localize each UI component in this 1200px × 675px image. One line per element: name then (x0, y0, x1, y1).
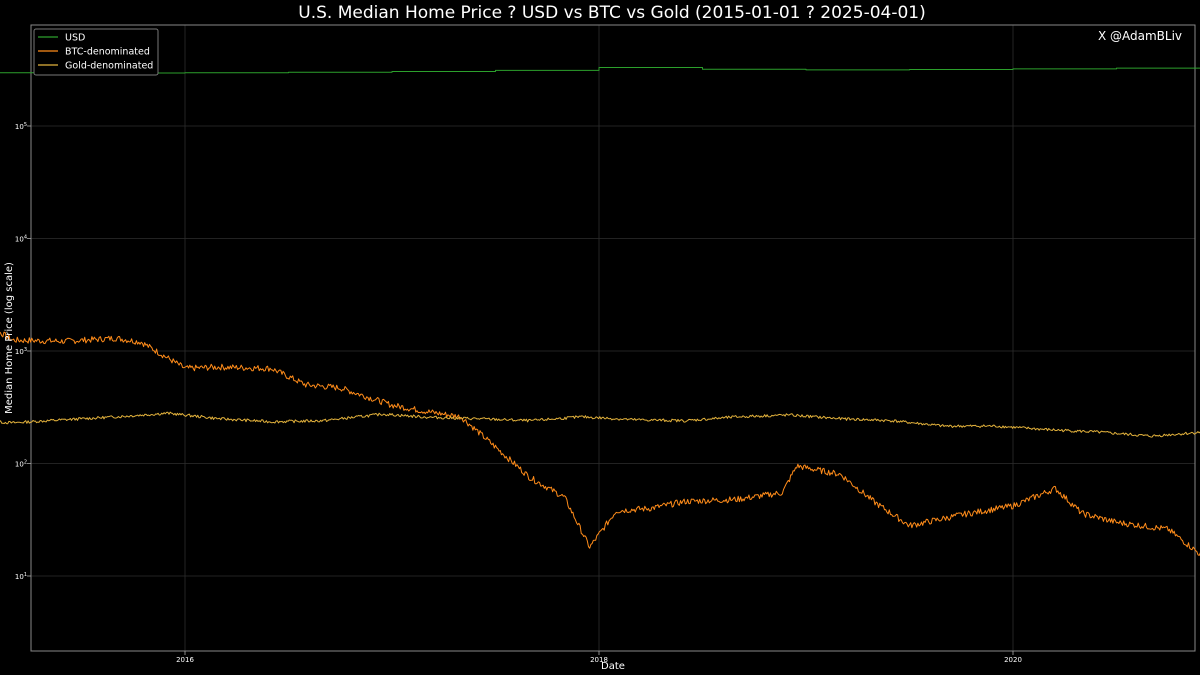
series-layer (0, 67, 1200, 556)
axis-ticks: 20162018202020222024101102103104105 (15, 122, 1022, 664)
legend-label-usd: USD (65, 33, 85, 44)
x-tick-label: 2020 (1004, 656, 1022, 664)
grid (31, 25, 1195, 651)
series-line-btc-denominated (0, 331, 1200, 556)
y-tick-label: 104 (15, 235, 27, 244)
chart-title: U.S. Median Home Price ? USD vs BTC vs G… (298, 3, 925, 23)
y-tick-label: 103 (15, 347, 27, 356)
x-axis-label: Date (601, 661, 625, 672)
y-tick-label: 101 (15, 572, 27, 581)
plot-frame (30, 24, 1196, 652)
watermark: X @AdamBLiv (1098, 29, 1182, 43)
y-tick-label: 105 (15, 122, 27, 131)
series-line-gold-denominated (0, 411, 1200, 438)
series-line-usd (0, 67, 1200, 74)
y-tick-label: 102 (15, 460, 27, 469)
legend-label-btc-denominated: BTC-denominated (65, 47, 150, 58)
y-axis-label: Median Home Price (log scale) (4, 262, 15, 414)
legend-label-gold-denominated: Gold-denominated (65, 61, 153, 72)
x-tick-label: 2018 (590, 656, 608, 664)
x-tick-label: 2016 (176, 656, 194, 664)
legend-box (33, 28, 159, 76)
legend: USD BTC-denominated Gold-denominated (33, 28, 159, 76)
